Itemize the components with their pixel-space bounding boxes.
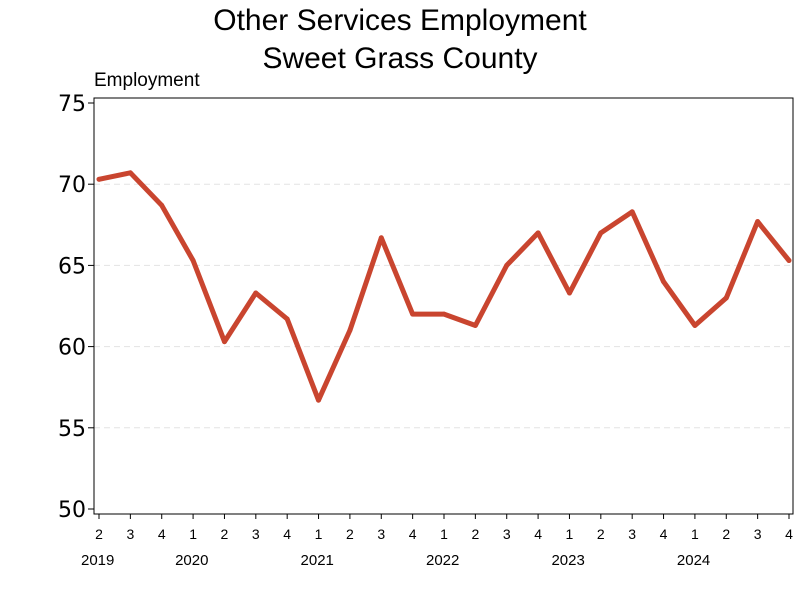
- x-tick-label: 2: [597, 526, 605, 542]
- data-point: [441, 311, 447, 317]
- y-axis-label: Employment: [94, 70, 200, 91]
- data-point: [127, 170, 133, 176]
- x-tick-label: 4: [660, 526, 668, 542]
- x-year-label: 2022: [426, 552, 459, 569]
- y-tick-label: 70: [58, 173, 86, 198]
- x-tick-label: 4: [409, 526, 417, 542]
- chart-title-line-1: Other Services Employment: [213, 4, 587, 37]
- x-year-label: 2023: [551, 552, 584, 569]
- x-tick-label: 2: [95, 526, 103, 542]
- x-tick-label: 4: [158, 526, 166, 542]
- x-tick-label: 3: [377, 526, 385, 542]
- x-tick-label: 3: [126, 526, 134, 542]
- data-point: [96, 176, 102, 182]
- x-tick-label: 2: [471, 526, 479, 542]
- x-axis: 2 3 4 1 2 3 4 1 2 3 4 1 2 3 4 1 2 3 4 1 2 3 4 2019 2020 2021 2022 2…: [81, 514, 793, 569]
- x-tick-label: 2: [346, 526, 354, 542]
- data-point: [347, 327, 353, 333]
- x-tick-label: 3: [503, 526, 511, 542]
- data-point: [284, 316, 290, 322]
- data-point: [629, 209, 635, 215]
- series-line: [96, 170, 792, 403]
- x-tick-label: 1: [315, 526, 323, 542]
- x-year-label: 2020: [175, 552, 208, 569]
- series: [96, 170, 792, 403]
- x-year-label: 2019: [81, 552, 114, 569]
- x-tick-label: 4: [534, 526, 542, 542]
- data-point: [535, 230, 541, 236]
- x-year-label: 2021: [301, 552, 334, 569]
- x-tick-label: 3: [252, 526, 260, 542]
- data-point: [222, 339, 227, 345]
- data-point: [692, 323, 698, 328]
- data-point: [567, 290, 572, 296]
- data-point: [598, 230, 604, 236]
- y-tick-label: 65: [58, 254, 86, 279]
- x-tick-label: 1: [691, 526, 699, 542]
- x-tick-label: 3: [628, 526, 636, 542]
- data-point: [755, 219, 761, 224]
- data-point: [378, 235, 384, 241]
- x-tick-label: 4: [283, 526, 291, 542]
- y-tick-label: 75: [58, 92, 86, 117]
- plot-frame: [93, 97, 794, 515]
- data-point: [316, 397, 321, 403]
- grid: [94, 183, 793, 429]
- x-tick-label: 1: [189, 526, 197, 542]
- data-point: [786, 258, 792, 263]
- chart-title-line-2: Sweet Grass County: [262, 42, 537, 75]
- x-tick-label: 2: [722, 526, 730, 542]
- y-axis: 50 55 60 65 70 75: [58, 92, 94, 523]
- data-point: [190, 258, 196, 263]
- x-year-label: 2024: [677, 552, 710, 569]
- x-tick-label: 3: [754, 526, 762, 542]
- data-point: [410, 311, 416, 317]
- data-point: [159, 202, 165, 208]
- data-point: [661, 279, 666, 285]
- data-point: [472, 323, 478, 328]
- x-tick-label: 4: [785, 526, 793, 542]
- data-point: [723, 295, 729, 301]
- y-tick-label: 55: [58, 417, 86, 442]
- y-tick-label: 60: [58, 336, 86, 361]
- x-tick-label: 2: [221, 526, 229, 542]
- x-tick-label: 1: [566, 526, 574, 542]
- data-point: [504, 263, 510, 268]
- y-tick-label: 50: [58, 498, 86, 523]
- data-point: [253, 290, 259, 296]
- x-tick-label: 1: [440, 526, 448, 542]
